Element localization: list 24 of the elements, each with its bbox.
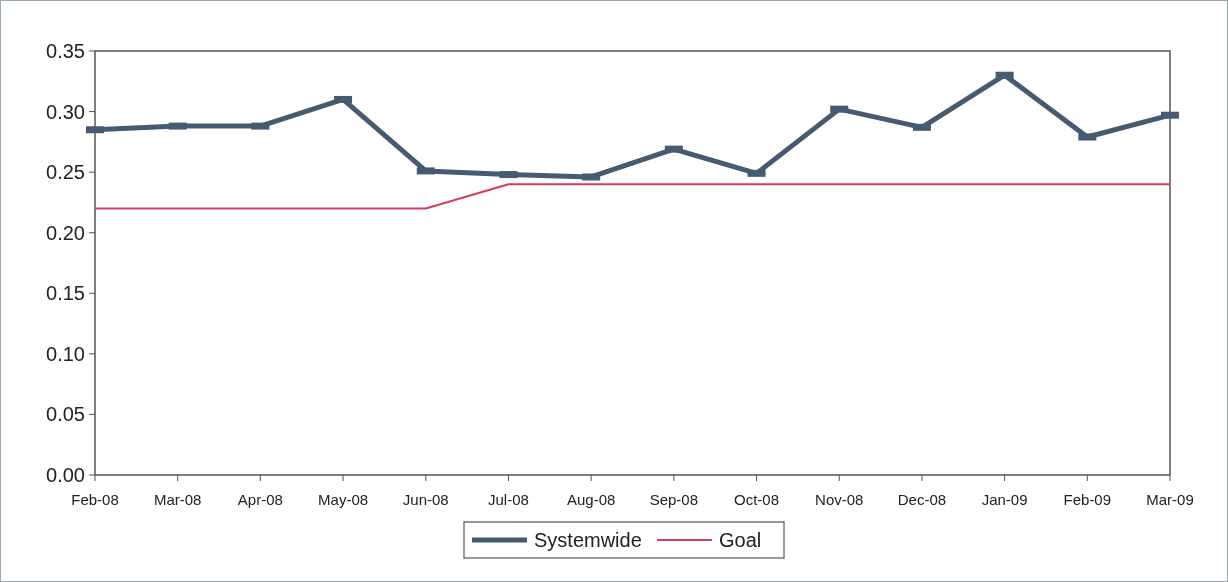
- x-tick-label: Dec-08: [897, 491, 947, 508]
- y-tick-label: 0.25: [46, 161, 85, 184]
- x-tick-label: Sep-08: [649, 491, 699, 508]
- x-tick-label: Feb-09: [1063, 491, 1112, 508]
- y-tick-label: 0.10: [46, 342, 85, 365]
- x-tick-label: Nov-08: [815, 491, 864, 508]
- x-tick-label: Jun-08: [402, 491, 449, 508]
- x-tick-label: Mar-09: [1146, 491, 1194, 508]
- y-tick-label: 0.15: [46, 282, 85, 305]
- y-tick-label: 0.20: [46, 221, 85, 244]
- x-tick-label: Feb-08: [71, 491, 119, 508]
- y-tick-label: 0.00: [46, 464, 85, 486]
- x-tick-label: Oct-08: [734, 491, 780, 508]
- x-tick-label: May-08: [318, 491, 369, 508]
- y-tick-label: 0.30: [46, 100, 85, 123]
- legend-label: Goal: [719, 529, 762, 551]
- x-tick-label: Jul-08: [488, 491, 529, 508]
- x-tick-label: Jan-09: [981, 491, 1028, 508]
- y-tick-label: 0.05: [46, 403, 85, 426]
- y-tick-label: 0.35: [46, 40, 85, 62]
- x-tick-label: Aug-08: [566, 491, 616, 508]
- x-tick-label: Apr-08: [237, 491, 283, 508]
- legend-label: Systemwide: [534, 529, 642, 551]
- x-tick-label: Mar-08: [153, 491, 202, 508]
